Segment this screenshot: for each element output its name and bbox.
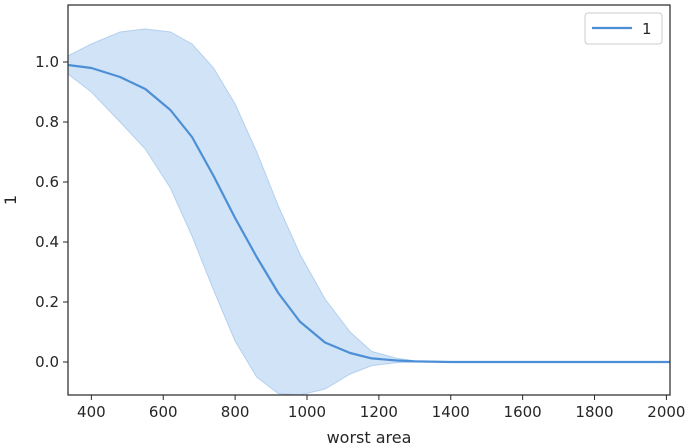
- legend-label-1: 1: [642, 20, 652, 38]
- confidence-band-layer: [67, 28, 670, 396]
- y-tick-label-5: 1.0: [35, 53, 59, 71]
- y-tick-label-4: 0.8: [35, 113, 59, 131]
- legend: 1: [584, 12, 663, 45]
- x-tick-label-800: 800: [221, 403, 250, 421]
- x-axis-label: worst area: [327, 428, 412, 447]
- y-axis-label: 1: [1, 195, 20, 205]
- y-tick-label-2: 0.4: [35, 233, 59, 251]
- x-tick-label-1400: 1400: [432, 403, 470, 421]
- y-tick-label-0: 0.0: [35, 353, 59, 371]
- x-tick-label-1000: 1000: [288, 403, 326, 421]
- x-axis: 400 600 800 1000 1200 1400 1600 1800 2000: [77, 395, 685, 421]
- x-tick-label-1800: 1800: [575, 403, 613, 421]
- y-tick-label-1: 0.2: [35, 293, 59, 311]
- x-tick-label-400: 400: [77, 403, 106, 421]
- y-axis: 0.0 0.2 0.4 0.6 0.8 1.0: [35, 53, 68, 371]
- confidence-band-1: [67, 28, 670, 396]
- y-tick-label-3: 0.6: [35, 173, 59, 191]
- x-tick-label-2000: 2000: [647, 403, 685, 421]
- series-line-layer: [67, 63, 670, 364]
- x-tick-label-600: 600: [149, 403, 178, 421]
- series-line-1: [67, 63, 670, 364]
- x-tick-label-1200: 1200: [360, 403, 398, 421]
- plot-frame: [67, 4, 671, 396]
- x-tick-label-1600: 1600: [504, 403, 542, 421]
